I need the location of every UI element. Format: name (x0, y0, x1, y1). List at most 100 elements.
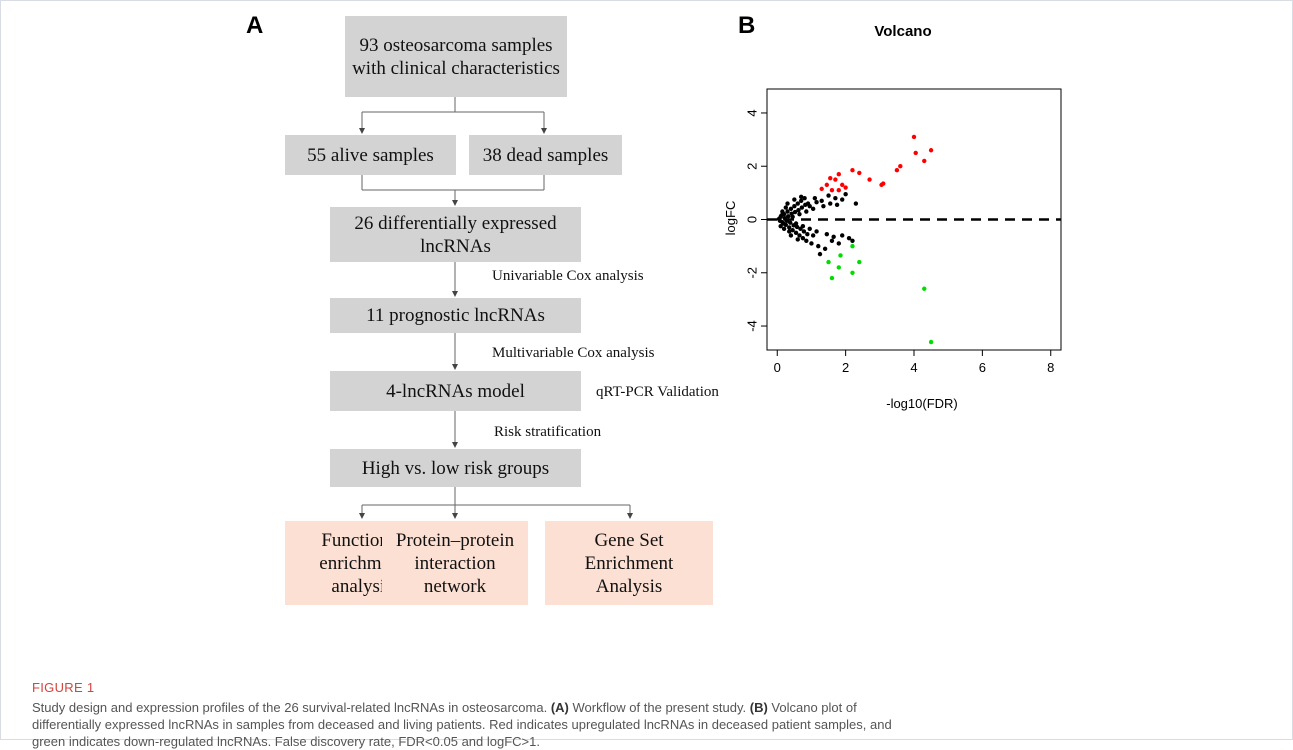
outcome-line: network (423, 575, 487, 597)
point-ns (785, 201, 790, 206)
flow-box-deg: 26 differentially expressed lncRNAs (330, 207, 581, 262)
point-up (894, 168, 900, 173)
point-ns (781, 226, 787, 232)
figure-label: FIGURE 1 (32, 680, 95, 695)
point-ns (817, 251, 823, 257)
plot-frame (766, 88, 1062, 351)
point-ns (853, 201, 859, 206)
x-tick-label: 0 (774, 360, 781, 375)
step-risk: Risk stratification (494, 424, 602, 440)
point-up (867, 177, 872, 182)
point-ns (785, 209, 790, 214)
point-up (829, 188, 835, 193)
point-up (828, 176, 833, 181)
point-ns (785, 214, 791, 219)
point-ns (792, 203, 797, 209)
point-ns (840, 233, 845, 238)
panel-label-a: A (246, 12, 264, 39)
outcome-line: analysis (331, 575, 393, 597)
point-ns (814, 229, 819, 234)
point-up (833, 177, 838, 182)
point-up (879, 182, 884, 188)
x-tick-label: 4 (910, 360, 917, 375)
point-ns (814, 199, 819, 205)
point-up (850, 168, 855, 173)
point-ns (793, 230, 799, 236)
point-ns (850, 238, 855, 244)
point-ns (803, 202, 808, 208)
point-ns (788, 233, 794, 238)
y-tick-label: -2 (744, 267, 759, 279)
caption-text-run: Workflow of the present study. (568, 700, 750, 715)
flow-box-dead: 38 dead samples (469, 135, 622, 175)
point-ns (792, 197, 797, 202)
caption-text-run: differentially expressed lncRNAs in samp… (32, 717, 892, 732)
point-up (857, 170, 862, 176)
caption-panel-ref: (A) (550, 700, 569, 715)
point-ns (802, 195, 807, 201)
point-down (928, 339, 934, 345)
point-ns (780, 209, 785, 214)
point-up (911, 134, 917, 140)
flow-box-samples-line1: 93 osteosarcoma samples (359, 34, 553, 56)
point-up (898, 164, 903, 169)
y-tick-label: -4 (744, 320, 759, 332)
flow-box-groups: High vs. low risk groups (330, 449, 581, 487)
y-tick-label: 4 (744, 109, 759, 116)
point-ns (846, 235, 852, 241)
step-validation: qRT-PCR Validation (596, 384, 719, 400)
x-tick-label: 8 (1047, 360, 1054, 375)
x-tick-label: 6 (979, 360, 986, 375)
flow-box-samples: 93 osteosarcoma samples with clinical ch… (345, 16, 567, 97)
point-ns (795, 237, 800, 242)
point-ns (831, 234, 836, 240)
point-ns (805, 231, 810, 237)
point-ns (810, 233, 816, 238)
point-up (922, 158, 927, 164)
point-ns (840, 197, 845, 202)
point-ns (826, 193, 831, 198)
point-ns (784, 218, 790, 224)
point-down (857, 259, 862, 265)
step-multivariable: Multivariable Cox analysis (492, 345, 655, 361)
outcome-line: Enrichment (584, 552, 674, 574)
flow-box-deg-line1: 26 differentially expressed (354, 212, 557, 234)
point-ns (799, 205, 805, 210)
point-down (838, 253, 843, 258)
chart-title: Volcano (874, 23, 931, 40)
point-ns (779, 213, 784, 218)
point-up (913, 150, 918, 156)
point-ns (787, 225, 792, 230)
point-ns (796, 207, 801, 213)
point-ns (788, 206, 794, 212)
point-ns (810, 206, 816, 212)
point-ns (788, 220, 793, 225)
point-ns (834, 202, 840, 208)
y-axis-label: logFC (723, 201, 738, 236)
point-ns (819, 198, 824, 204)
point-down (850, 243, 855, 249)
point-ns (787, 229, 792, 234)
point-down (826, 259, 831, 265)
x-tick-label: 2 (842, 360, 849, 375)
caption-text-run: Study design and expression profiles of … (32, 700, 551, 715)
caption-panel-ref: (B) (749, 700, 768, 715)
outcome-line: interaction (414, 552, 496, 574)
point-ns (798, 198, 804, 204)
point-up (928, 148, 934, 153)
point-ns (798, 194, 804, 200)
flow-box-samples-line2: with clinical characteristics (352, 57, 560, 79)
outcome-line: Analysis (595, 575, 663, 597)
point-ns (829, 238, 835, 244)
flow-box-model: 4-lncRNAs model (330, 371, 581, 411)
point-ns (833, 195, 838, 201)
point-ns (794, 224, 800, 230)
point-ns (792, 209, 798, 215)
point-ns (807, 226, 812, 232)
point-down (850, 270, 855, 275)
point-ns (800, 223, 806, 229)
point-up (819, 186, 824, 192)
caption-line: green indicates down-regulated lncRNAs. … (32, 733, 1262, 750)
